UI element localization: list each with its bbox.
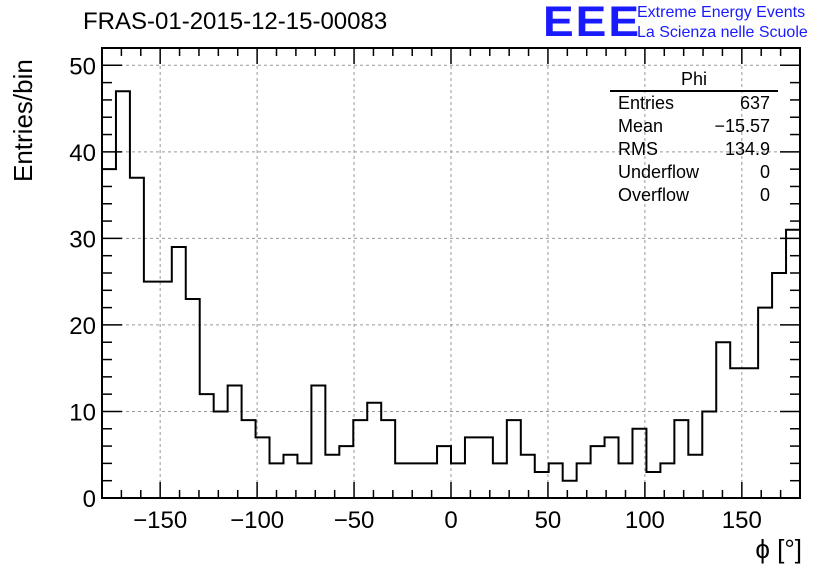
- stats-row-rms: RMS 134.9: [610, 138, 778, 161]
- chart-title: FRAS-01-2015-12-15-00083: [83, 8, 388, 35]
- x-tick-label: −150: [133, 507, 187, 534]
- stats-label: Underflow: [618, 162, 700, 182]
- x-tick-label: 0: [444, 507, 457, 534]
- logo-subtitle-line2: La Scienza nelle Scuole: [637, 24, 808, 41]
- y-tick-label: 10: [69, 399, 96, 426]
- x-tick-label: −50: [334, 507, 375, 534]
- y-tick-label: 40: [69, 140, 96, 167]
- plot-frame: [101, 47, 801, 499]
- x-tick-label: −100: [230, 507, 284, 534]
- y-tick-label: 20: [69, 313, 96, 340]
- stats-title: Phi: [610, 68, 778, 92]
- y-tick-label: 30: [69, 226, 96, 253]
- axis-tick-labels: −150 −100 −50 0 50 100 150 0 10 20 30 40 50: [69, 53, 762, 534]
- stats-value: 0: [759, 162, 770, 182]
- stats-row-mean: Mean −15.57: [610, 115, 778, 138]
- stats-label: Entries: [618, 93, 675, 113]
- x-tick-label: 150: [722, 507, 762, 534]
- stats-value: −15.57: [714, 116, 770, 136]
- stats-row-underflow: Underflow 0: [610, 161, 778, 184]
- x-tick-label: 100: [625, 507, 665, 534]
- stats-row-overflow: Overflow 0: [610, 184, 778, 207]
- logo-subtitle-line1: Extreme Energy Events: [637, 4, 806, 21]
- stats-value: 637: [739, 93, 770, 113]
- x-tick-label: 50: [535, 507, 562, 534]
- x-axis-label: ϕ [°]: [755, 534, 802, 564]
- stats-box: Phi Entries 637 Mean −15.57 RMS 134.9 Un…: [610, 68, 778, 207]
- stats-row-entries: Entries 637: [610, 92, 778, 115]
- stats-label: RMS: [618, 139, 658, 159]
- stats-value: 134.9: [724, 139, 770, 159]
- y-tick-label: 50: [69, 53, 96, 80]
- eee-logo: EEE: [543, 0, 642, 46]
- y-axis-label: Entries/bin: [8, 59, 38, 182]
- y-tick-label: 0: [83, 486, 96, 513]
- stats-label: Overflow: [618, 185, 690, 205]
- stats-value: 0: [759, 185, 770, 205]
- histogram-line: [101, 90, 801, 498]
- stats-label: Mean: [618, 116, 664, 136]
